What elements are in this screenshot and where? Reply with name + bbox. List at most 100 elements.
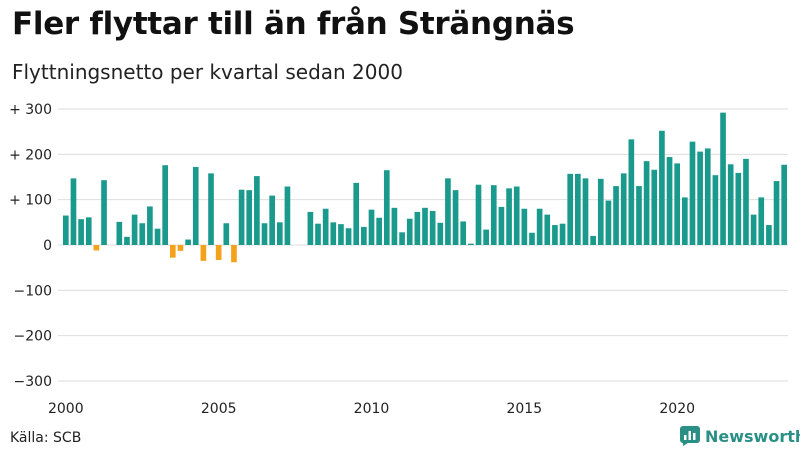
bar [674, 163, 681, 245]
bar [781, 164, 788, 245]
bar [727, 164, 734, 245]
bar [643, 161, 650, 245]
bar [605, 200, 612, 245]
bar [192, 167, 199, 245]
bar [582, 178, 589, 245]
x-tick-label: 2020 [659, 401, 695, 417]
bar [513, 186, 520, 245]
bar [238, 189, 245, 245]
bar [483, 229, 489, 245]
brand-logo[interactable]: Newsworthy [680, 426, 800, 446]
bar [575, 173, 581, 245]
bar [139, 223, 146, 245]
bar [345, 228, 352, 245]
bar [445, 178, 451, 245]
bar [70, 178, 77, 245]
bar [200, 245, 207, 261]
bar [307, 211, 314, 245]
bar [460, 221, 467, 245]
x-tick-label: 2010 [354, 401, 390, 417]
x-tick-label: 2015 [506, 401, 542, 417]
bar [231, 245, 237, 263]
bar [124, 236, 130, 245]
bar [689, 141, 696, 245]
bar [177, 245, 184, 251]
y-tick-label: + 300 [9, 102, 52, 118]
y-tick-label: + 100 [9, 193, 52, 209]
bar [720, 112, 726, 245]
bar [62, 215, 69, 245]
x-tick-label: 2000 [48, 401, 84, 417]
bar [613, 186, 619, 245]
bar [712, 175, 719, 245]
chart-subtitle: Flyttningsnetto per kvartal sedan 2000 [12, 60, 403, 84]
bar [101, 180, 107, 245]
bar [475, 184, 482, 245]
bar [773, 181, 780, 245]
bar [261, 223, 268, 245]
bar [391, 207, 398, 245]
bar [422, 207, 428, 245]
bar [131, 214, 138, 245]
bar [490, 185, 497, 245]
bar [276, 222, 283, 245]
bar [559, 223, 566, 245]
bar [552, 225, 558, 245]
bar [215, 245, 222, 260]
bar [429, 211, 436, 245]
bar [666, 157, 673, 245]
bar [169, 245, 176, 258]
bar [330, 222, 337, 245]
bar [597, 178, 604, 245]
bar-chart-logo-icon [680, 426, 700, 446]
bar [697, 151, 703, 245]
chart-title: Fler flyttar till än från Strängnäs [12, 6, 575, 42]
bar [544, 214, 551, 245]
bar [154, 228, 161, 245]
source-note: Källa: SCB [10, 430, 82, 446]
bar [315, 223, 321, 245]
bar [620, 173, 627, 245]
bar [529, 232, 535, 245]
bar [383, 170, 390, 245]
bar [254, 176, 260, 245]
bar [353, 182, 360, 245]
bar [185, 239, 191, 245]
bar [208, 173, 214, 245]
bar [322, 208, 329, 245]
bars [62, 112, 788, 263]
brand-name: Newsworthy [705, 426, 800, 446]
bar [246, 190, 253, 245]
bar [468, 243, 474, 245]
y-axis-labels: + 300 + 200 + 100 0 −100 −200 −300 [9, 102, 52, 390]
bar [766, 225, 772, 245]
bar [361, 226, 367, 245]
bar [147, 206, 153, 245]
bar [758, 197, 765, 245]
bar [506, 188, 512, 245]
bar [628, 139, 635, 245]
bar [567, 173, 574, 245]
bar [269, 195, 275, 245]
bar [93, 245, 100, 251]
bar [78, 219, 84, 245]
bar [659, 130, 665, 245]
bar [437, 222, 444, 245]
bar [414, 211, 421, 245]
bar [223, 223, 230, 245]
bar [368, 209, 375, 245]
bar [750, 214, 757, 245]
bar [85, 217, 92, 245]
bar [452, 190, 459, 245]
bar [284, 186, 291, 245]
bar [338, 224, 344, 245]
bar [162, 165, 168, 245]
bar [116, 221, 123, 245]
bar [406, 218, 413, 245]
x-tick-label: 2005 [201, 401, 237, 417]
bar [536, 208, 543, 245]
y-tick-label: −100 [14, 283, 52, 299]
y-tick-label: −200 [14, 329, 52, 345]
bar [590, 235, 596, 245]
